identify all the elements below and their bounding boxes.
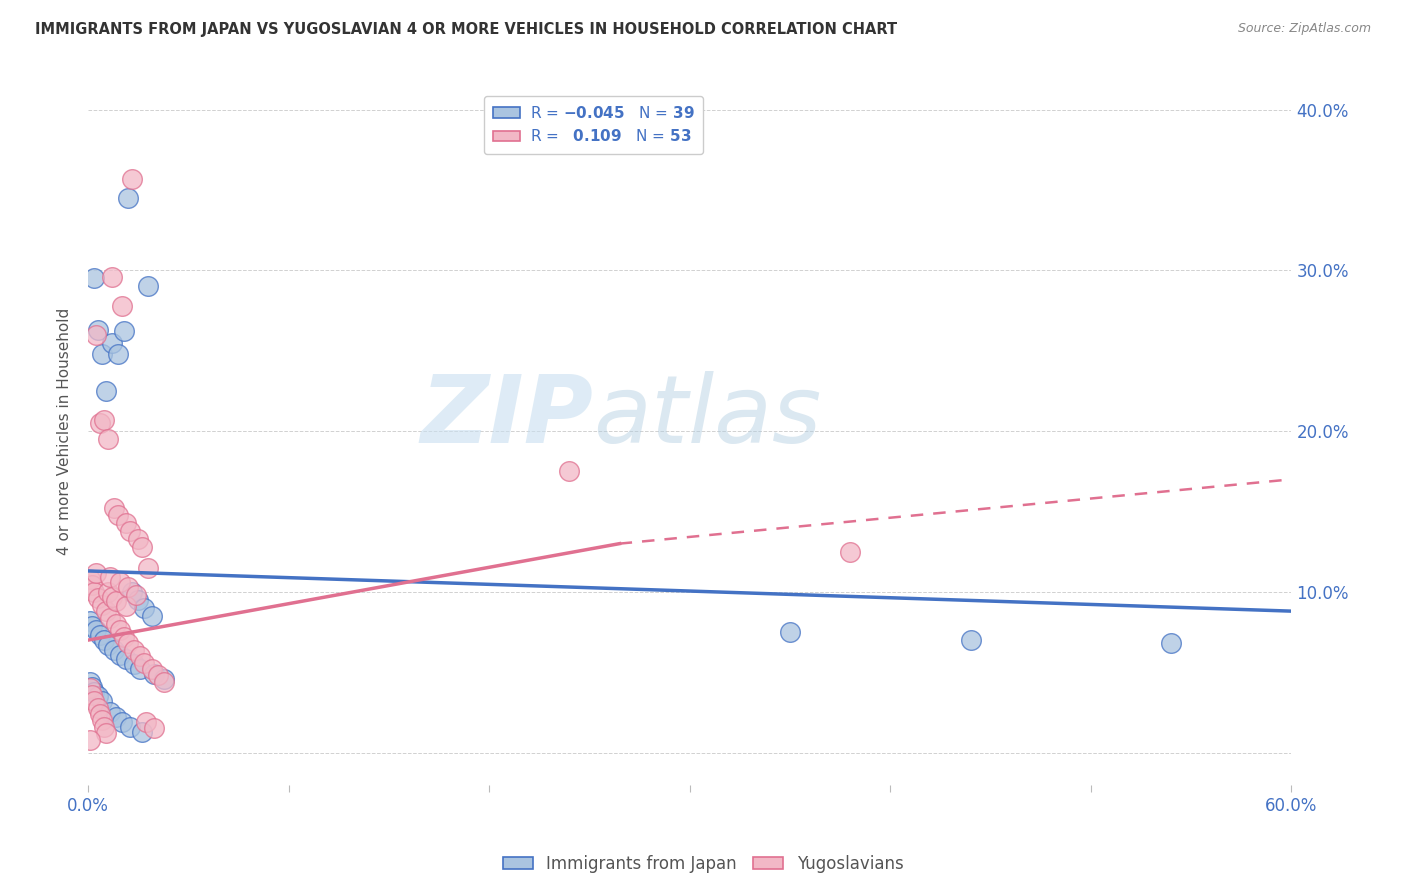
- Text: Source: ZipAtlas.com: Source: ZipAtlas.com: [1237, 22, 1371, 36]
- Point: [112, 630, 135, 644]
- Point: [143, 722, 166, 736]
- Point: [134, 601, 156, 615]
- Point: [107, 347, 129, 361]
- Point: [110, 648, 132, 662]
- Point: [136, 279, 159, 293]
- Point: [79, 681, 101, 696]
- Point: [79, 732, 101, 747]
- Point: [82, 618, 104, 632]
- Point: [111, 714, 134, 729]
- Point: [558, 464, 581, 478]
- Point: [101, 269, 124, 284]
- Point: [141, 609, 163, 624]
- Point: [115, 516, 138, 530]
- Point: [83, 684, 105, 698]
- Point: [84, 327, 107, 342]
- Point: [127, 532, 149, 546]
- Point: [82, 680, 104, 694]
- Point: [121, 171, 143, 186]
- Point: [120, 720, 142, 734]
- Legend: Immigrants from Japan, Yugoslavians: Immigrants from Japan, Yugoslavians: [496, 848, 910, 880]
- Point: [83, 271, 105, 285]
- Point: [110, 624, 132, 638]
- Point: [105, 710, 128, 724]
- Point: [87, 690, 110, 704]
- Point: [101, 335, 124, 350]
- Point: [124, 657, 146, 672]
- Point: [1160, 636, 1182, 650]
- Point: [89, 628, 111, 642]
- Y-axis label: 4 or more Vehicles in Household: 4 or more Vehicles in Household: [58, 308, 72, 555]
- Point: [129, 662, 152, 676]
- Point: [96, 726, 118, 740]
- Point: [89, 416, 111, 430]
- Point: [87, 323, 110, 337]
- Point: [115, 599, 138, 614]
- Point: [124, 642, 146, 657]
- Legend: R = $\mathbf{-0.045}$   N = $\mathbf{39}$, R =   $\mathbf{0.109}$   N = $\mathbf: R = $\mathbf{-0.045}$ N = $\mathbf{39}$,…: [484, 95, 703, 153]
- Point: [117, 636, 139, 650]
- Point: [143, 666, 166, 681]
- Point: [112, 325, 135, 339]
- Point: [129, 649, 152, 664]
- Point: [79, 674, 101, 689]
- Point: [959, 633, 981, 648]
- Point: [87, 591, 110, 606]
- Text: atlas: atlas: [593, 371, 821, 462]
- Text: ZIP: ZIP: [420, 371, 593, 463]
- Point: [84, 624, 107, 638]
- Point: [107, 508, 129, 522]
- Point: [91, 347, 114, 361]
- Point: [98, 706, 121, 720]
- Point: [148, 668, 170, 682]
- Point: [84, 566, 107, 580]
- Point: [96, 604, 118, 618]
- Point: [117, 191, 139, 205]
- Point: [98, 570, 121, 584]
- Point: [153, 674, 176, 689]
- Point: [136, 560, 159, 574]
- Point: [87, 700, 110, 714]
- Point: [97, 585, 120, 599]
- Point: [89, 706, 111, 721]
- Point: [103, 501, 125, 516]
- Point: [79, 614, 101, 628]
- Point: [110, 575, 132, 590]
- Point: [779, 625, 801, 640]
- Point: [839, 544, 862, 558]
- Point: [82, 578, 104, 592]
- Point: [121, 585, 143, 599]
- Point: [131, 724, 153, 739]
- Point: [93, 720, 115, 734]
- Text: IMMIGRANTS FROM JAPAN VS YUGOSLAVIAN 4 OR MORE VEHICLES IN HOUSEHOLD CORRELATION: IMMIGRANTS FROM JAPAN VS YUGOSLAVIAN 4 O…: [35, 22, 897, 37]
- Point: [125, 588, 148, 602]
- Point: [91, 714, 114, 728]
- Point: [141, 662, 163, 676]
- Point: [79, 572, 101, 586]
- Point: [105, 594, 128, 608]
- Point: [91, 694, 114, 708]
- Point: [97, 638, 120, 652]
- Point: [98, 610, 121, 624]
- Point: [105, 617, 128, 632]
- Point: [97, 432, 120, 446]
- Point: [111, 299, 134, 313]
- Point: [96, 384, 118, 398]
- Point: [83, 694, 105, 708]
- Point: [101, 590, 124, 604]
- Point: [103, 642, 125, 657]
- Point: [83, 585, 105, 599]
- Point: [82, 688, 104, 702]
- Point: [134, 656, 156, 670]
- Point: [131, 540, 153, 554]
- Point: [91, 598, 114, 612]
- Point: [120, 524, 142, 538]
- Point: [115, 652, 138, 666]
- Point: [135, 714, 157, 729]
- Point: [127, 593, 149, 607]
- Point: [153, 672, 176, 686]
- Point: [93, 413, 115, 427]
- Point: [117, 580, 139, 594]
- Point: [93, 633, 115, 648]
